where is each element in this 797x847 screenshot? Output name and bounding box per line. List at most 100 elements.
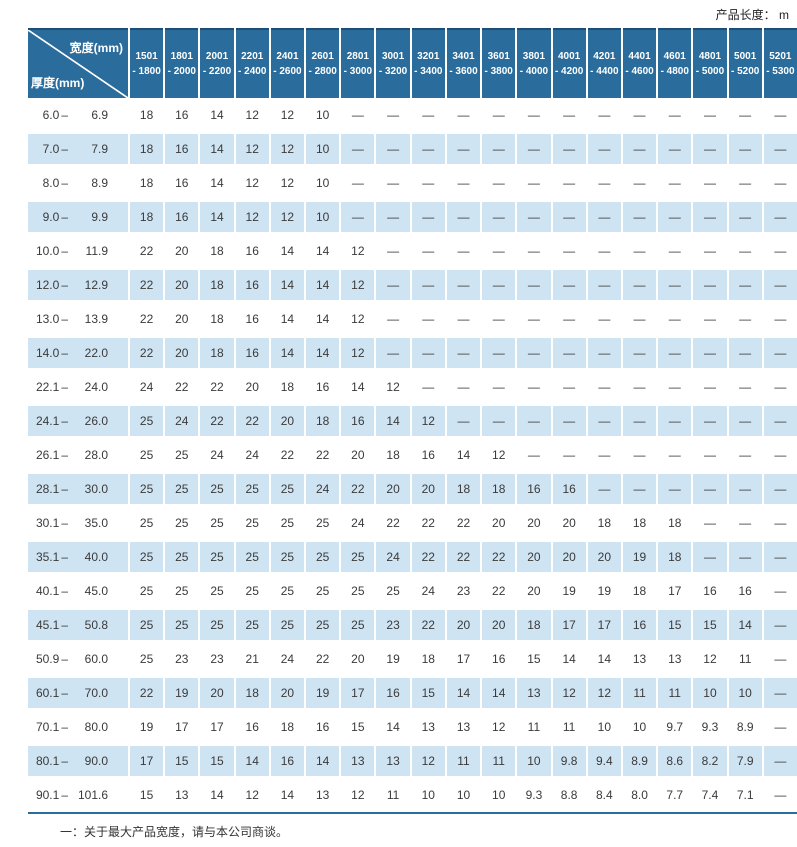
length-value-cell: 23: [376, 610, 410, 640]
length-value-cell: 10: [632, 720, 647, 734]
length-value-cell: 23: [210, 652, 224, 666]
length-value-cell: —: [482, 202, 516, 232]
thickness-range-label: 24.1 – 26.0: [28, 406, 128, 436]
length-value-cell: 11: [446, 746, 481, 776]
length-value-cell: 18: [668, 516, 682, 530]
length-value-cell: 16: [552, 474, 586, 504]
length-value-cell: —: [728, 338, 762, 368]
length-value-cell: 14: [456, 448, 471, 462]
length-value-cell: —: [563, 380, 576, 394]
length-value-cell: 11: [482, 746, 516, 776]
length-value-cell: 23: [456, 584, 471, 598]
length-value-cell: 14: [200, 202, 234, 232]
length-value-cell: 17: [456, 652, 471, 666]
length-value-cell: —: [633, 176, 646, 190]
length-value-cell: —: [517, 270, 551, 300]
length-value-cell: —: [598, 380, 611, 394]
table-bottom-border: [28, 812, 797, 814]
length-value-cell: —: [351, 108, 364, 122]
length-value-cell: 18: [210, 244, 224, 258]
length-value-cell: 12: [411, 406, 445, 436]
length-value-cell: —: [622, 406, 657, 436]
length-value-cell: 22: [315, 448, 330, 462]
length-value-cell: 22: [315, 652, 330, 666]
table-row: 8.0 – 8.9 18 16 14 12 12 10 — — — — — — — — — — — — —: [28, 166, 797, 200]
table-row: 28.1 – 30.0 25 25 25 25 25 24 22 20 20 18 18 16 16— — —…: [28, 472, 797, 506]
length-value-cell: 7.7: [666, 788, 684, 802]
width-range-header: 5001- 5200: [728, 28, 762, 98]
length-value-cell: 10: [421, 788, 435, 802]
length-value-cell: —: [668, 108, 681, 122]
length-value-cell: 16: [315, 720, 330, 734]
length-value-cell: 14: [351, 380, 365, 394]
length-value-cell: —: [387, 176, 400, 190]
length-value-cell: —: [703, 244, 716, 258]
length-value-cell: 11: [527, 720, 541, 734]
length-value-cell: —: [527, 312, 540, 326]
length-value-cell: 25: [306, 610, 340, 640]
length-value-cell: 7.1: [736, 788, 754, 802]
length-value-cell: 18: [130, 134, 164, 164]
length-value-cell: —: [587, 406, 621, 436]
length-value-cell: 25: [245, 516, 259, 530]
length-value-cell: —: [763, 406, 797, 436]
length-value-cell: 11: [738, 652, 752, 666]
length-value-cell: 25: [130, 406, 164, 436]
length-value-cell: —: [482, 406, 516, 436]
length-value-cell: 24: [421, 584, 435, 598]
length-value-cell: —: [658, 474, 692, 504]
length-value-cell: 25: [139, 652, 154, 666]
length-value-cell: 12: [351, 788, 365, 802]
table-row: 90.1 – 101.6 15 13 14 12 14 13 12 11 10 10 10 9.3 8.8…: [28, 778, 797, 812]
table-row: 9.0 – 9.9 18 16 14 12 12 10— — — — — — — — — — — — —: [28, 200, 797, 234]
length-value-cell: —: [693, 134, 727, 164]
length-value-cell: —: [598, 176, 611, 190]
diagonal-divider-line: [28, 30, 128, 98]
length-value-cell: —: [492, 108, 505, 122]
thickness-range-label: 8.0 – 8.9: [42, 176, 108, 190]
table-row: 80.1 – 90.0 17 15 15 14 16 14 13 13 12 11 11 10 9.8 9.…: [28, 744, 797, 778]
length-value-cell: 22: [421, 516, 435, 530]
length-value-cell: 12: [341, 338, 375, 368]
length-value-cell: —: [457, 380, 470, 394]
length-value-cell: —: [739, 516, 752, 530]
length-value-cell: 24: [245, 448, 259, 462]
table-row: 60.1 – 70.0 22 19 20 18 20 19 17 16 15 14 14 13 12 12 1…: [28, 676, 797, 710]
length-value-cell: —: [739, 108, 752, 122]
length-value-cell: —: [728, 406, 762, 436]
length-value-cell: —: [552, 202, 586, 232]
length-value-cell: 18: [210, 312, 224, 326]
length-value-cell: 22: [200, 406, 234, 436]
length-value-cell: 25: [280, 516, 295, 530]
length-value-cell: —: [668, 176, 681, 190]
width-range-header: 1501- 1800: [130, 28, 164, 98]
table-row: 6.0 – 6.9 18 16 14 12 12 10 — — — — — — — — — — — — —: [28, 98, 797, 132]
length-value-cell: —: [774, 448, 787, 462]
length-value-cell: 14: [306, 338, 340, 368]
length-value-cell: —: [482, 338, 516, 368]
table-row: 50.9 – 60.0 25 23 23 21 24 22 20 19 18 17 16 15 14 14 1…: [28, 642, 797, 676]
length-value-cell: 10: [693, 678, 727, 708]
length-value-cell: 22: [210, 380, 224, 394]
table-row: 40.1 – 45.0 25 25 25 25 25 25 25 25 24 23 22 20 19 19 1…: [28, 574, 797, 608]
length-value-cell: —: [587, 270, 621, 300]
length-value-cell: —: [668, 312, 681, 326]
length-value-cell: 20: [175, 244, 189, 258]
table-row: 13.0 – 13.9 22 20 18 16 14 14 12 — — — — — — — — — — — —: [28, 302, 797, 336]
length-value-cell: 22: [130, 270, 164, 300]
width-range-header: 3801- 4000: [517, 28, 551, 98]
length-value-cell: 16: [245, 312, 259, 326]
width-range-header: 2401- 2600: [270, 28, 305, 98]
length-value-cell: 24: [210, 448, 224, 462]
length-value-cell: —: [774, 312, 787, 326]
length-value-cell: —: [492, 176, 505, 190]
length-value-cell: —: [457, 244, 470, 258]
length-value-cell: 14: [280, 312, 295, 326]
length-value-cell: —: [693, 270, 727, 300]
length-value-cell: 25: [200, 610, 234, 640]
length-value-cell: 15: [351, 720, 365, 734]
length-value-cell: 25: [270, 474, 305, 504]
length-value-cell: 17: [587, 610, 621, 640]
length-value-cell: 16: [235, 270, 269, 300]
length-value-cell: 20: [552, 542, 586, 572]
